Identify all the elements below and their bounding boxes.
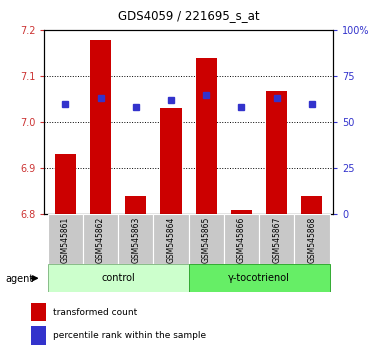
Text: GSM545866: GSM545866 xyxy=(237,217,246,263)
Bar xyxy=(125,196,146,214)
Bar xyxy=(83,214,118,264)
Bar xyxy=(118,214,154,264)
Bar xyxy=(301,196,323,214)
Bar xyxy=(90,40,111,214)
Text: percentile rank within the sample: percentile rank within the sample xyxy=(53,331,206,340)
Text: transformed count: transformed count xyxy=(53,308,137,317)
Bar xyxy=(259,214,294,264)
Text: control: control xyxy=(101,273,135,283)
Text: GSM545865: GSM545865 xyxy=(202,217,211,263)
Text: GSM545863: GSM545863 xyxy=(131,217,140,263)
Bar xyxy=(266,91,287,214)
Text: GSM545868: GSM545868 xyxy=(307,217,316,263)
Bar xyxy=(224,214,259,264)
Text: GSM545867: GSM545867 xyxy=(272,217,281,263)
Bar xyxy=(161,108,182,214)
Text: GSM545862: GSM545862 xyxy=(96,217,105,263)
Bar xyxy=(294,214,330,264)
Bar xyxy=(154,214,189,264)
Bar xyxy=(231,210,252,214)
Text: GSM545861: GSM545861 xyxy=(61,217,70,263)
Text: GDS4059 / 221695_s_at: GDS4059 / 221695_s_at xyxy=(118,9,259,22)
Bar xyxy=(55,154,76,214)
Bar xyxy=(48,214,83,264)
Bar xyxy=(189,264,330,292)
Text: agent: agent xyxy=(6,274,34,284)
Bar xyxy=(31,326,46,345)
Text: γ-tocotrienol: γ-tocotrienol xyxy=(228,273,290,283)
Text: GSM545864: GSM545864 xyxy=(167,217,176,263)
Bar xyxy=(48,264,189,292)
Bar xyxy=(31,303,46,321)
Bar xyxy=(189,214,224,264)
Bar xyxy=(196,58,217,214)
